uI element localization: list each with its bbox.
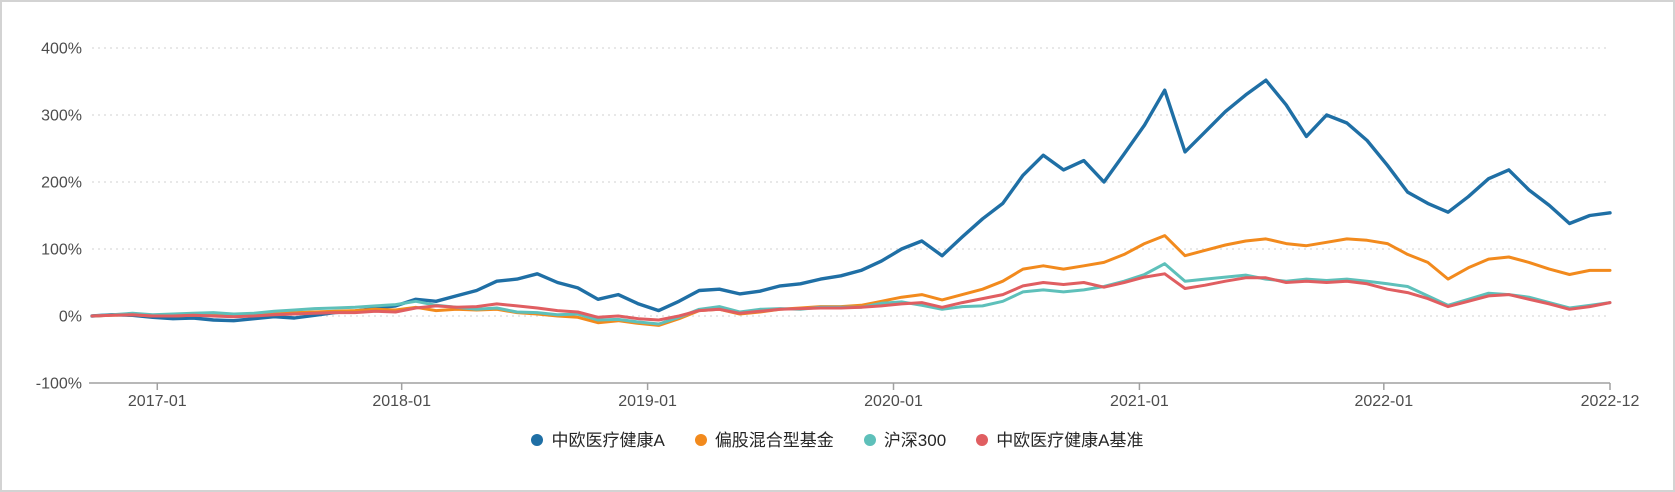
x-axis-label: 2021-01 (1110, 393, 1169, 410)
legend-label: 中欧医疗健康A (551, 430, 665, 450)
y-axis-label: 200% (41, 175, 82, 192)
legend-label: 沪深300 (883, 430, 947, 450)
legend: 中欧医疗健康A 偏股混合型基金 沪深300 中欧医疗健康A基准 (2, 425, 1673, 455)
y-axis-label: 300% (41, 108, 82, 125)
legend-dot-icon (694, 434, 707, 446)
legend-label: 偏股混合型基金 (714, 430, 834, 450)
y-axis-label: 100% (41, 242, 82, 259)
legend-item-2[interactable]: 偏股混合型基金 (694, 430, 834, 450)
x-axis-label: 2018-01 (372, 393, 431, 410)
legend-label: 中欧医疗健康A基准 (996, 430, 1144, 450)
y-axis-label: 0% (59, 309, 82, 326)
y-axis-label: 400% (41, 41, 82, 58)
legend-dot-icon (863, 434, 876, 446)
y-axis-label: -100% (36, 376, 82, 393)
legend-dot-icon (976, 434, 989, 446)
x-axis-label: 2017-01 (128, 393, 187, 410)
x-axis-label: 2022-12 (1581, 393, 1640, 410)
legend-item-4[interactable]: 中欧医疗健康A基准 (976, 430, 1144, 450)
legend-dot-icon (531, 434, 544, 446)
series-line-4 (90, 272, 1612, 322)
legend-item-1[interactable]: 中欧医疗健康A (531, 430, 665, 450)
x-axis-label: 2020-01 (864, 393, 923, 410)
legend-item-3[interactable]: 沪深300 (863, 430, 947, 450)
x-axis-label: 2022-01 (1354, 393, 1413, 410)
x-axis-label: 2019-01 (618, 393, 677, 410)
